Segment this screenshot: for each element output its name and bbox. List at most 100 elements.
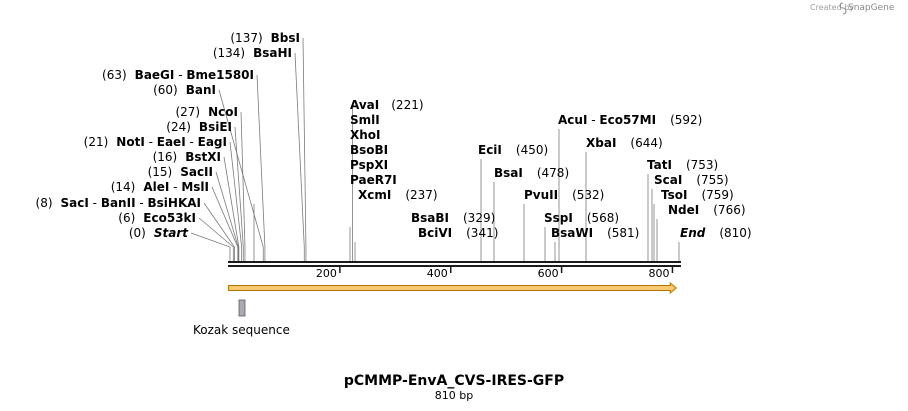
enzyme-name-bbsi: BbsI bbox=[271, 31, 300, 45]
enzyme-name-bstxi: BstXI bbox=[185, 150, 221, 164]
name-separator: - bbox=[174, 68, 186, 82]
site-label-scai: ScaI (755) bbox=[654, 173, 729, 187]
site-label-baegi: (63) BaeGI - Bme1580I bbox=[102, 68, 254, 82]
enzyme-name-paer7i: PaeR7I bbox=[350, 173, 397, 187]
site-position: (755) bbox=[696, 173, 728, 187]
leader-bstxi bbox=[223, 156, 240, 261]
feature-kozak-sequence-label: Kozak sequence bbox=[193, 323, 290, 337]
enzyme-name-noti: NotI bbox=[116, 135, 145, 149]
enzyme-name-ecii: EciI bbox=[478, 143, 502, 157]
site-label-alei: (14) AleI - MslI bbox=[111, 180, 209, 194]
map-title: pCMMP-EnvA_CVS-IRES-GFP bbox=[344, 373, 564, 389]
enzyme-name-bcivi: BciVI bbox=[418, 226, 452, 240]
name-separator: - bbox=[136, 196, 148, 210]
enzyme-name-start: Start bbox=[154, 226, 189, 240]
tick-label-800: 800 bbox=[648, 267, 669, 280]
enzyme-name-baegi: BaeGI bbox=[135, 68, 175, 82]
site-label-ndei: NdeI (766) bbox=[668, 203, 746, 217]
site-label-end: End (810) bbox=[680, 226, 752, 240]
enzyme-name-sspi: SspI bbox=[544, 211, 573, 225]
site-label-pspxi: PspXI bbox=[350, 158, 388, 172]
site-label-saci: (8) SacI - BanII - BsiHKAI bbox=[36, 196, 201, 210]
site-position: (568) bbox=[587, 211, 619, 225]
site-position: (27) bbox=[175, 105, 200, 119]
feature-track: Kozak sequence bbox=[193, 281, 678, 337]
site-position: (24) bbox=[166, 120, 191, 134]
enzyme-name-eco57mi: Eco57MI bbox=[599, 113, 656, 127]
enzyme-name-sacii: SacII bbox=[180, 165, 213, 179]
enzyme-name-eaei: EaeI bbox=[157, 135, 186, 149]
site-label-ncoi: (27) NcoI bbox=[175, 105, 238, 119]
site-label-bsobi: BsoBI bbox=[350, 143, 388, 157]
enzyme-name-bsobi: BsoBI bbox=[350, 143, 388, 157]
enzyme-labels: (137) BbsI(134) BsaHI(63) BaeGI - Bme1580I(… bbox=[36, 31, 752, 240]
site-position: (6) bbox=[118, 211, 135, 225]
site-position: (766) bbox=[713, 203, 745, 217]
site-position: (16) bbox=[153, 150, 178, 164]
enzyme-name-eagi: EagI bbox=[198, 135, 227, 149]
enzyme-name-xhoi: XhoI bbox=[350, 128, 381, 142]
site-position: (63) bbox=[102, 68, 127, 82]
name-separator: - bbox=[145, 135, 157, 149]
enzyme-name-bsawi: BsaWI bbox=[551, 226, 593, 240]
snapgene-logo-icon bbox=[839, 2, 847, 15]
site-label-bsawi: BsaWI (581) bbox=[551, 226, 639, 240]
site-label-xhoi: XhoI bbox=[350, 128, 381, 142]
site-position: (237) bbox=[405, 188, 437, 202]
enzyme-name-eco53ki: Eco53kI bbox=[143, 211, 196, 225]
enzyme-name-xbai: XbaI bbox=[586, 136, 616, 150]
feature-kozak-sequence-box bbox=[238, 299, 246, 317]
tick-label-400: 400 bbox=[427, 267, 448, 280]
site-label-xcmi: XcmI (237) bbox=[358, 188, 438, 202]
site-label-pvuii: PvuII (532) bbox=[524, 188, 604, 202]
site-position: (810) bbox=[719, 226, 751, 240]
site-label-tati: TatI (753) bbox=[647, 158, 718, 172]
feature-orf-arrow bbox=[228, 281, 678, 295]
leader-bbsi bbox=[302, 37, 307, 261]
site-label-bsahi: (134) BsaHI bbox=[213, 46, 292, 60]
site-position: (644) bbox=[630, 136, 662, 150]
map-title-block: pCMMP-EnvA_CVS-IRES-GFP 810 bp bbox=[344, 373, 564, 402]
dna-backbone bbox=[228, 261, 681, 267]
leader-alei bbox=[211, 186, 239, 261]
enzyme-name-bsabi: BsaBI bbox=[411, 211, 449, 225]
leader-eco53ki bbox=[198, 217, 234, 261]
enzyme-name-msli: MslI bbox=[181, 180, 209, 194]
cut-site-leaders bbox=[190, 37, 680, 261]
name-separator: - bbox=[169, 180, 181, 194]
site-position: (759) bbox=[701, 188, 733, 202]
leader-saci bbox=[203, 202, 235, 261]
name-separator: - bbox=[89, 196, 101, 210]
site-position: (21) bbox=[84, 135, 109, 149]
site-label-eco53ki: (6) Eco53kI bbox=[118, 211, 196, 225]
enzyme-name-smli: SmlI bbox=[350, 113, 380, 127]
site-position: (0) bbox=[129, 226, 146, 240]
site-position: (450) bbox=[516, 143, 548, 157]
site-position: (592) bbox=[670, 113, 702, 127]
site-label-noti: (21) NotI - EaeI - EagI bbox=[84, 135, 227, 149]
leader-start bbox=[190, 232, 231, 261]
site-label-xbai: XbaI (644) bbox=[586, 136, 663, 150]
site-position: (14) bbox=[111, 180, 136, 194]
leader-baegi bbox=[256, 74, 266, 261]
enzyme-name-ncoi: NcoI bbox=[208, 105, 238, 119]
enzyme-name-ndei: NdeI bbox=[668, 203, 699, 217]
site-label-sacii: (15) SacII bbox=[148, 165, 213, 179]
enzyme-name-xcmi: XcmI bbox=[358, 188, 391, 202]
enzyme-name-tati: TatI bbox=[647, 158, 672, 172]
enzyme-name-bsai: BsaI bbox=[494, 166, 523, 180]
site-label-ecii: EciI (450) bbox=[478, 143, 548, 157]
site-label-bcivi: BciVI (341) bbox=[418, 226, 498, 240]
enzyme-name-avai: AvaI bbox=[350, 98, 379, 112]
enzyme-name-banii: BanII bbox=[101, 196, 136, 210]
name-separator: - bbox=[587, 113, 599, 127]
snapgene-credit: Created by SnapGene bbox=[810, 2, 895, 15]
site-position: (532) bbox=[572, 188, 604, 202]
enzyme-name-bsihkai: BsiHKAI bbox=[148, 196, 202, 210]
enzyme-name-bani: BanI bbox=[186, 83, 216, 97]
snapgene-logo-text: SnapGene bbox=[848, 3, 895, 13]
site-position: (581) bbox=[607, 226, 639, 240]
name-separator: - bbox=[186, 135, 198, 149]
site-label-bbsi: (137) BbsI bbox=[230, 31, 300, 45]
